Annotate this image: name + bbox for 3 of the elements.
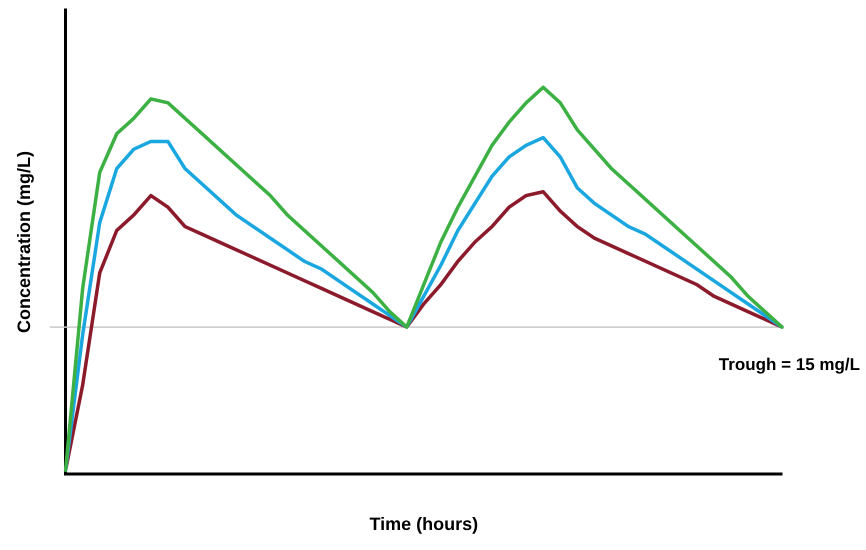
y-axis-title: Concentration (mg/L) <box>14 151 34 333</box>
annotation: Trough = 15 mg/L <box>718 354 860 374</box>
x-axis-title: Time (hours) <box>369 514 478 534</box>
